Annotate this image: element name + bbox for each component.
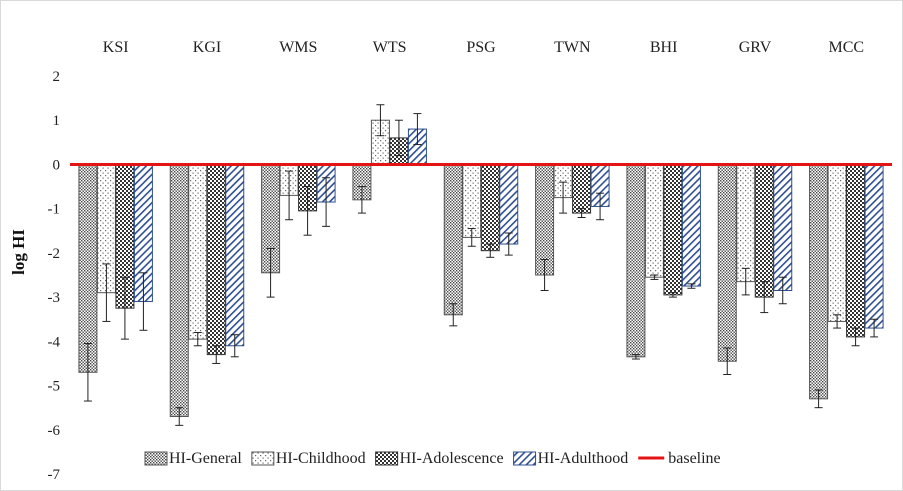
bar xyxy=(846,163,866,338)
bar xyxy=(462,163,482,238)
y-tick-label: -2 xyxy=(48,246,61,262)
bar xyxy=(754,163,774,298)
y-tick-label: -7 xyxy=(48,467,61,483)
bar xyxy=(572,163,592,214)
y-tick-label: -6 xyxy=(48,423,61,439)
legend-item: HI-General xyxy=(144,450,242,467)
bar xyxy=(864,163,884,329)
error-bar xyxy=(175,407,184,426)
bar xyxy=(499,163,519,245)
category-label: KGI xyxy=(193,39,221,56)
error-bar xyxy=(486,243,495,258)
error-bar xyxy=(723,347,732,375)
legend-item: baseline xyxy=(638,450,721,467)
bar xyxy=(225,163,245,347)
error-bar xyxy=(596,192,605,221)
legend-label: baseline xyxy=(668,450,720,467)
error-bar xyxy=(394,119,403,157)
category-label: BHI xyxy=(650,39,678,56)
bar xyxy=(809,163,829,400)
error-bar xyxy=(631,354,640,360)
error-bar xyxy=(650,274,659,280)
category-label: TWN xyxy=(554,39,591,56)
error-bar xyxy=(285,170,294,221)
category-label: MCC xyxy=(829,39,865,56)
error-bar xyxy=(504,232,513,256)
error-bar xyxy=(540,259,549,291)
legend-label: HI-Childhood xyxy=(276,450,366,467)
bar xyxy=(717,163,737,362)
category-label: GRV xyxy=(739,39,772,56)
y-tick-label: -3 xyxy=(48,290,61,306)
bar xyxy=(206,163,226,356)
error-bar xyxy=(102,263,111,322)
error-bar xyxy=(266,247,275,298)
error-bar xyxy=(120,276,129,340)
bar xyxy=(663,163,683,296)
bar xyxy=(188,163,208,340)
legend-swatch xyxy=(144,451,168,466)
error-bar xyxy=(687,283,696,289)
category-label: PSG xyxy=(466,39,496,56)
bar xyxy=(626,163,646,358)
error-bar xyxy=(760,281,769,314)
error-bar xyxy=(851,327,860,347)
bar xyxy=(169,163,189,418)
error-bar xyxy=(139,272,148,331)
y-tick-label: -4 xyxy=(48,334,61,350)
error-bar xyxy=(814,389,823,409)
legend-swatch xyxy=(513,451,537,466)
bar xyxy=(78,163,98,373)
error-bar xyxy=(230,334,239,358)
error-bar xyxy=(467,228,476,247)
category-label: WMS xyxy=(279,39,317,56)
legend-item: HI-Childhood xyxy=(251,450,366,467)
legend-swatch xyxy=(375,451,399,466)
bar xyxy=(480,163,500,252)
legend-item: HI-Adolescence xyxy=(375,450,504,467)
y-axis-label: log HI xyxy=(9,229,28,275)
error-bar xyxy=(357,186,366,214)
y-tick-label: 0 xyxy=(53,157,61,173)
error-bar xyxy=(870,318,879,338)
error-bar xyxy=(778,276,787,305)
error-bar xyxy=(668,292,677,298)
category-label: KSI xyxy=(103,39,129,56)
bar xyxy=(736,163,756,283)
bar xyxy=(827,163,847,322)
y-tick-label: 2 xyxy=(53,69,61,85)
legend-label: HI-Adulthood xyxy=(538,450,629,467)
error-bar xyxy=(741,267,750,296)
error-bar xyxy=(833,314,842,329)
legend-item: HI-Adulthood xyxy=(513,450,629,467)
bar xyxy=(535,163,555,276)
legend-swatch xyxy=(251,451,275,466)
error-bar xyxy=(193,331,202,347)
error-bar xyxy=(577,208,586,219)
legend-label: HI-Adolescence xyxy=(400,450,504,467)
error-bar xyxy=(376,104,385,137)
bar xyxy=(681,163,701,287)
y-tick-label: -5 xyxy=(48,379,61,395)
error-bar xyxy=(413,113,422,146)
bar xyxy=(773,163,793,291)
error-bar xyxy=(322,177,331,227)
legend-label: HI-General xyxy=(169,450,242,467)
error-bar xyxy=(449,303,458,327)
category-label: WTS xyxy=(373,39,407,56)
error-bar xyxy=(212,345,221,364)
y-tick-label: -1 xyxy=(48,202,61,218)
y-tick-label: 1 xyxy=(53,113,61,129)
error-bar xyxy=(83,343,92,402)
error-bar xyxy=(559,181,568,214)
bar xyxy=(443,163,463,316)
error-bar xyxy=(303,186,312,236)
bar xyxy=(644,163,664,278)
